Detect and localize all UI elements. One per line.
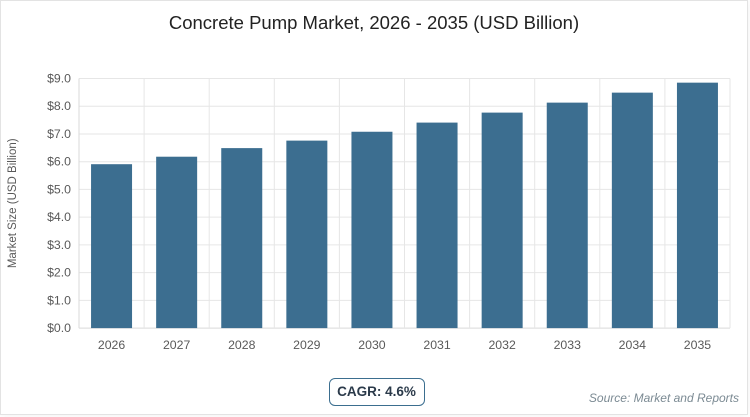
svg-text:2032: 2032: [488, 338, 516, 352]
svg-text:2027: 2027: [163, 338, 191, 352]
svg-text:$3.0: $3.0: [47, 238, 71, 252]
svg-text:$0.0: $0.0: [47, 321, 71, 335]
svg-text:$4.0: $4.0: [47, 210, 71, 224]
svg-text:2031: 2031: [423, 338, 451, 352]
svg-text:2030: 2030: [358, 338, 386, 352]
svg-text:2026: 2026: [98, 338, 126, 352]
svg-text:Market Size (USD Billion): Market Size (USD Billion): [7, 138, 19, 268]
svg-text:2035: 2035: [684, 338, 712, 352]
svg-text:$9.0: $9.0: [47, 72, 71, 86]
svg-text:$1.0: $1.0: [47, 293, 71, 307]
svg-text:$2.0: $2.0: [47, 266, 71, 280]
svg-text:2029: 2029: [293, 338, 321, 352]
svg-text:$6.0: $6.0: [47, 155, 71, 169]
svg-text:2028: 2028: [228, 338, 256, 352]
svg-text:$5.0: $5.0: [47, 182, 71, 196]
svg-text:$8.0: $8.0: [47, 99, 71, 113]
svg-text:$7.0: $7.0: [47, 127, 71, 141]
svg-text:2034: 2034: [619, 338, 647, 352]
svg-text:2033: 2033: [554, 338, 582, 352]
